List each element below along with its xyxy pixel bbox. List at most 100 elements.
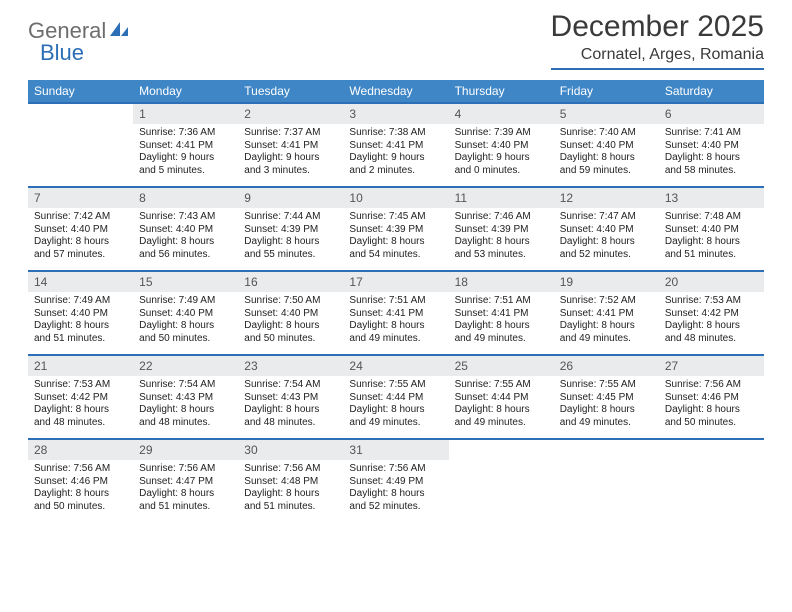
day-number: 7 — [28, 188, 133, 208]
sunset-text: Sunset: 4:40 PM — [139, 224, 231, 237]
day-number: 12 — [554, 188, 659, 208]
sunrise-text: Sunrise: 7:45 AM — [349, 211, 441, 224]
day-body-row: Sunrise: 7:36 AMSunset: 4:41 PMDaylight:… — [28, 124, 764, 186]
daylight-text: Daylight: 8 hours and 49 minutes. — [455, 320, 547, 345]
sunrise-text: Sunrise: 7:42 AM — [34, 211, 126, 224]
day-cell: Sunrise: 7:36 AMSunset: 4:41 PMDaylight:… — [133, 124, 238, 186]
sunrise-text: Sunrise: 7:56 AM — [244, 463, 336, 476]
daylight-text: Daylight: 8 hours and 52 minutes. — [349, 488, 441, 513]
day-number-row: 78910111213 — [28, 188, 764, 208]
week: 21222324252627Sunrise: 7:53 AMSunset: 4:… — [28, 354, 764, 438]
sunset-text: Sunset: 4:41 PM — [349, 140, 441, 153]
day-number: 9 — [238, 188, 343, 208]
day-number: 28 — [28, 440, 133, 460]
daylight-text: Daylight: 8 hours and 51 minutes. — [139, 488, 231, 513]
day-cell: Sunrise: 7:51 AMSunset: 4:41 PMDaylight:… — [343, 292, 448, 354]
weekday-header: Sunday — [28, 80, 133, 102]
day-cell: Sunrise: 7:56 AMSunset: 4:47 PMDaylight:… — [133, 460, 238, 522]
daylight-text: Daylight: 8 hours and 55 minutes. — [244, 236, 336, 261]
day-cell: Sunrise: 7:48 AMSunset: 4:40 PMDaylight:… — [659, 208, 764, 270]
sunrise-text: Sunrise: 7:50 AM — [244, 295, 336, 308]
logo-text-blue: Blue — [40, 40, 84, 65]
day-number: 2 — [238, 104, 343, 124]
weekday-header: Friday — [554, 80, 659, 102]
day-cell: Sunrise: 7:44 AMSunset: 4:39 PMDaylight:… — [238, 208, 343, 270]
day-cell: Sunrise: 7:55 AMSunset: 4:45 PMDaylight:… — [554, 376, 659, 438]
day-cell: Sunrise: 7:52 AMSunset: 4:41 PMDaylight:… — [554, 292, 659, 354]
daylight-text: Daylight: 8 hours and 49 minutes. — [455, 404, 547, 429]
day-cell: Sunrise: 7:49 AMSunset: 4:40 PMDaylight:… — [28, 292, 133, 354]
weekday-header: Saturday — [659, 80, 764, 102]
daylight-text: Daylight: 8 hours and 51 minutes. — [244, 488, 336, 513]
weekday-header: Tuesday — [238, 80, 343, 102]
day-cell: Sunrise: 7:37 AMSunset: 4:41 PMDaylight:… — [238, 124, 343, 186]
sunrise-text: Sunrise: 7:48 AM — [665, 211, 757, 224]
daylight-text: Daylight: 8 hours and 58 minutes. — [665, 152, 757, 177]
sunrise-text: Sunrise: 7:56 AM — [665, 379, 757, 392]
day-cell: Sunrise: 7:47 AMSunset: 4:40 PMDaylight:… — [554, 208, 659, 270]
week: 28293031Sunrise: 7:56 AMSunset: 4:46 PMD… — [28, 438, 764, 522]
sunset-text: Sunset: 4:40 PM — [665, 140, 757, 153]
daylight-text: Daylight: 8 hours and 52 minutes. — [560, 236, 652, 261]
day-cell: Sunrise: 7:56 AMSunset: 4:48 PMDaylight:… — [238, 460, 343, 522]
sunrise-text: Sunrise: 7:56 AM — [349, 463, 441, 476]
day-number: 30 — [238, 440, 343, 460]
sunset-text: Sunset: 4:41 PM — [139, 140, 231, 153]
sunrise-text: Sunrise: 7:53 AM — [665, 295, 757, 308]
sunset-text: Sunset: 4:46 PM — [34, 476, 126, 489]
day-number: 25 — [449, 356, 554, 376]
daylight-text: Daylight: 9 hours and 2 minutes. — [349, 152, 441, 177]
sunrise-text: Sunrise: 7:49 AM — [34, 295, 126, 308]
sunrise-text: Sunrise: 7:56 AM — [34, 463, 126, 476]
day-cell: Sunrise: 7:53 AMSunset: 4:42 PMDaylight:… — [28, 376, 133, 438]
logo-text-blue-wrap: Blue — [40, 40, 84, 66]
sunset-text: Sunset: 4:41 PM — [244, 140, 336, 153]
weekday-header: Wednesday — [343, 80, 448, 102]
sunset-text: Sunset: 4:40 PM — [139, 308, 231, 321]
sunrise-text: Sunrise: 7:37 AM — [244, 127, 336, 140]
day-number: 1 — [133, 104, 238, 124]
day-number: 15 — [133, 272, 238, 292]
day-cell: Sunrise: 7:46 AMSunset: 4:39 PMDaylight:… — [449, 208, 554, 270]
sunrise-text: Sunrise: 7:46 AM — [455, 211, 547, 224]
day-number: 20 — [659, 272, 764, 292]
daylight-text: Daylight: 9 hours and 3 minutes. — [244, 152, 336, 177]
day-cell — [659, 460, 764, 522]
sunset-text: Sunset: 4:47 PM — [139, 476, 231, 489]
sunrise-text: Sunrise: 7:47 AM — [560, 211, 652, 224]
sunrise-text: Sunrise: 7:40 AM — [560, 127, 652, 140]
sunset-text: Sunset: 4:40 PM — [455, 140, 547, 153]
day-number-row: 21222324252627 — [28, 356, 764, 376]
sunrise-text: Sunrise: 7:36 AM — [139, 127, 231, 140]
daylight-text: Daylight: 8 hours and 48 minutes. — [34, 404, 126, 429]
day-cell: Sunrise: 7:56 AMSunset: 4:46 PMDaylight:… — [659, 376, 764, 438]
sunrise-text: Sunrise: 7:51 AM — [349, 295, 441, 308]
daylight-text: Daylight: 8 hours and 48 minutes. — [244, 404, 336, 429]
day-body-row: Sunrise: 7:42 AM Sunset: 4:40 PM Daylight:… — [28, 208, 764, 270]
title-block: December 2025 Cornatel, Arges, Romania — [551, 10, 764, 70]
weekday-header-row: SundayMondayTuesdayWednesdayThursdayFrid… — [28, 80, 764, 102]
day-cell — [449, 460, 554, 522]
day-number: 16 — [238, 272, 343, 292]
sunrise-text: Sunrise: 7:53 AM — [34, 379, 126, 392]
sunset-text: Sunset: 4:39 PM — [244, 224, 336, 237]
week: 123456Sunrise: 7:36 AMSunset: 4:41 PMDay… — [28, 102, 764, 186]
day-number: 19 — [554, 272, 659, 292]
sunrise-text: Sunrise: 7:41 AM — [665, 127, 757, 140]
header: General Blue December 2025 Cornatel, Arg… — [0, 0, 792, 80]
location-label: Cornatel, Arges, Romania — [551, 46, 764, 70]
day-number: 21 — [28, 356, 133, 376]
sunrise-text: Sunrise: 7:54 AM — [139, 379, 231, 392]
sunset-text: Sunset: 4:42 PM — [34, 392, 126, 405]
sunset-text: Sunset: 4:45 PM — [560, 392, 652, 405]
sunset-text: Sunset: 4:49 PM — [349, 476, 441, 489]
sunset-text: Sunset: 4:40 PM — [244, 308, 336, 321]
sunrise-text: Sunrise: 7:54 AM — [244, 379, 336, 392]
day-cell: Sunrise: 7:55 AMSunset: 4:44 PMDaylight:… — [343, 376, 448, 438]
day-cell: Sunrise: 7:40 AMSunset: 4:40 PMDaylight:… — [554, 124, 659, 186]
sunrise-text: Sunrise: 7:56 AM — [139, 463, 231, 476]
daylight-text: Daylight: 8 hours and 50 minutes. — [244, 320, 336, 345]
day-number: 29 — [133, 440, 238, 460]
sunrise-text: Sunrise: 7:51 AM — [455, 295, 547, 308]
daylight-text: Daylight: 8 hours and 51 minutes. — [665, 236, 757, 261]
